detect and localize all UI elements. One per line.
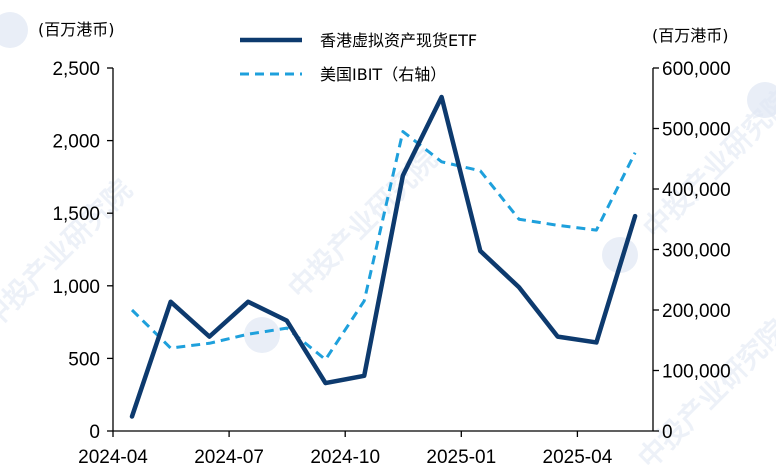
left-axis-ticks: 0 500 1,000 1,500 2,000 2,500 [52, 59, 113, 443]
right-tick-label: 200,000 [662, 301, 731, 322]
watermark-logo [602, 237, 638, 273]
left-tick-label: 2,000 [52, 132, 100, 153]
right-tick-label: 0 [662, 422, 673, 443]
right-tick-label: 400,000 [662, 180, 731, 201]
x-tick-label: 2025-01 [426, 447, 496, 468]
series-line-etf [129, 94, 638, 419]
series-layer [129, 94, 638, 419]
left-tick-label: 500 [68, 349, 100, 370]
x-tick-label: 2025-04 [543, 447, 613, 468]
right-axis-ticks: 0 100,000 200,000 300,000 400,000 500,000 600,… [653, 59, 731, 443]
left-tick-label: 1,500 [52, 204, 100, 225]
series-line-ibit [130, 130, 637, 362]
legend: 香港虚拟资产现货ETF 美国IBIT（右轴） [240, 31, 477, 84]
legend-label-etf: 香港虚拟资产现货ETF [320, 31, 477, 50]
x-axis-ticks: 2024-04 2024-07 2024-10 2025-01 2025-04 [78, 431, 613, 468]
right-tick-label: 500,000 [662, 120, 731, 141]
right-tick-label: 300,000 [662, 241, 731, 262]
watermark-text: 中投产业研究院 [0, 173, 139, 335]
right-tick-label: 600,000 [662, 59, 731, 80]
left-axis-unit: (百万港币) [38, 20, 115, 39]
left-tick-label: 2,500 [52, 59, 100, 80]
watermark-logo [244, 317, 280, 353]
left-tick-label: 0 [89, 422, 100, 443]
right-tick-label: 100,000 [662, 362, 731, 383]
watermark-text: 中投产业研究院 [282, 143, 444, 305]
right-axis-unit: (百万港币) [652, 26, 729, 45]
x-tick-label: 2024-10 [310, 447, 380, 468]
x-tick-label: 2024-04 [78, 447, 148, 468]
legend-label-ibit: 美国IBIT（右轴） [320, 65, 446, 84]
x-tick-label: 2024-07 [194, 447, 264, 468]
left-tick-label: 1,000 [52, 277, 100, 298]
watermark-logo [747, 82, 776, 118]
watermark-logo [0, 12, 28, 48]
